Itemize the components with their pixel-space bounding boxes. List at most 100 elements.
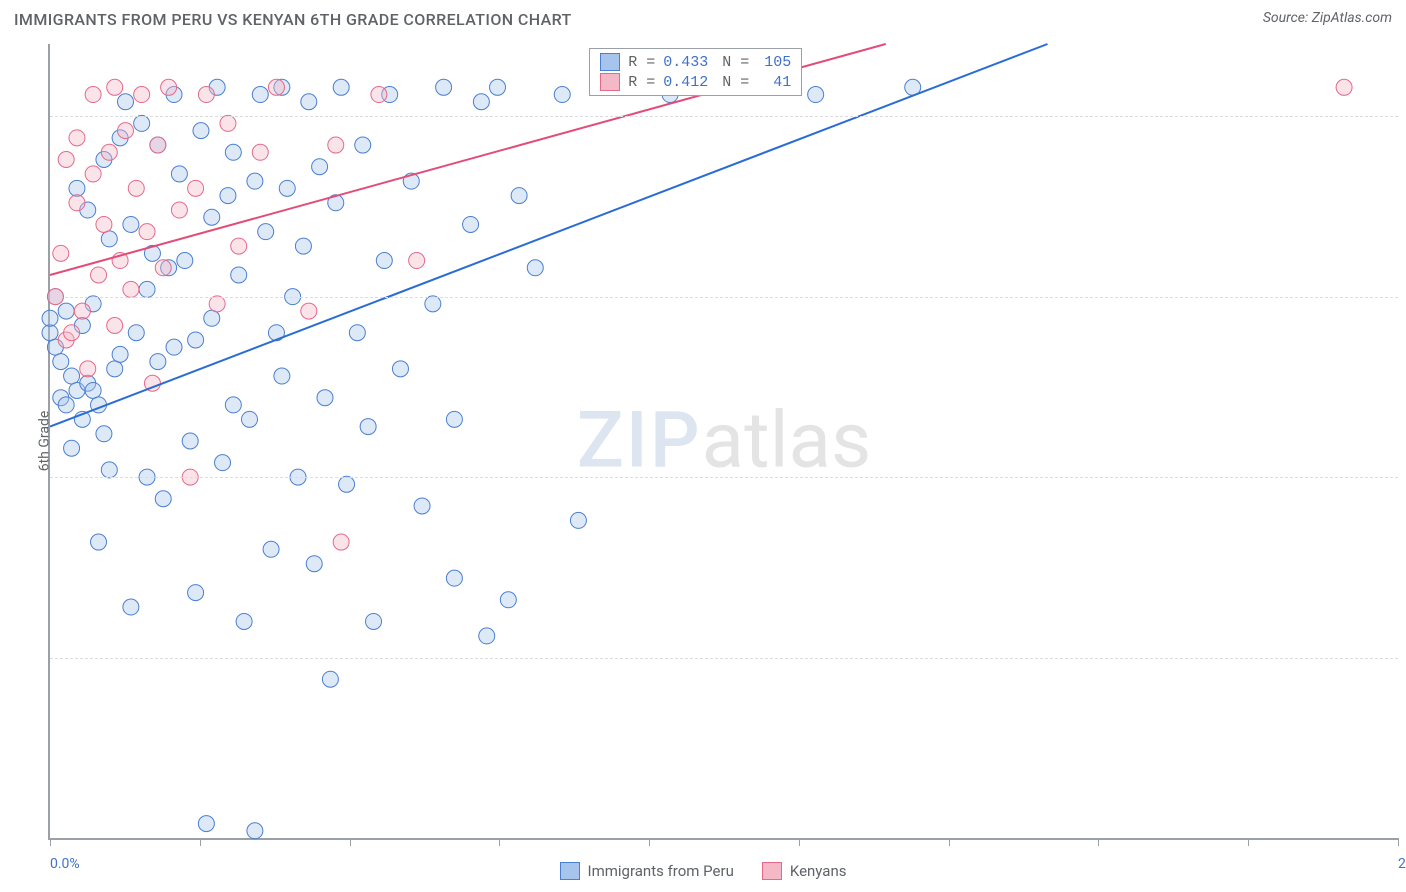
data-point [252, 87, 268, 103]
data-point [166, 339, 182, 355]
y-tick-label: 97.5% [1402, 305, 1406, 321]
data-point [134, 87, 150, 103]
data-point [123, 216, 139, 232]
x-tick [50, 838, 51, 846]
data-point [139, 224, 155, 240]
data-point [198, 816, 214, 832]
gridline [50, 477, 1398, 478]
data-point [328, 137, 344, 153]
data-point [306, 556, 322, 572]
data-point [188, 332, 204, 348]
bottom-legend: Immigrants from PeruKenyans [0, 862, 1406, 880]
data-point [1336, 79, 1352, 95]
data-point [339, 476, 355, 492]
data-point [446, 411, 462, 427]
data-point [171, 166, 187, 182]
data-point [53, 354, 69, 370]
x-tick [1248, 838, 1249, 846]
data-point [85, 87, 101, 103]
data-point [69, 180, 85, 196]
x-tick [499, 838, 500, 846]
data-point [198, 87, 214, 103]
data-point [42, 310, 58, 326]
legend-r-label: R = [628, 54, 655, 71]
data-point [204, 209, 220, 225]
data-point [371, 87, 387, 103]
data-point [64, 368, 80, 384]
data-point [409, 253, 425, 269]
data-point [80, 361, 96, 377]
data-point [252, 144, 268, 160]
data-point [312, 159, 328, 175]
data-point [123, 281, 139, 297]
data-point [446, 570, 462, 586]
legend-swatch [600, 53, 620, 71]
data-point [500, 592, 516, 608]
data-point [85, 382, 101, 398]
gridline [50, 116, 1398, 117]
correlation-legend: R =0.433N =105R =0.412N =41 [589, 48, 802, 96]
x-tick [1098, 838, 1099, 846]
data-point [225, 397, 241, 413]
data-point [69, 195, 85, 211]
data-point [96, 216, 112, 232]
legend-row: R =0.433N =105 [600, 53, 791, 71]
bottom-legend-item: Kenyans [762, 862, 847, 880]
data-point [58, 303, 74, 319]
data-point [225, 144, 241, 160]
data-point [479, 628, 495, 644]
data-point [128, 180, 144, 196]
data-point [376, 253, 392, 269]
data-point [366, 613, 382, 629]
data-point [155, 260, 171, 276]
data-point [123, 599, 139, 615]
data-point [258, 224, 274, 240]
data-point [392, 361, 408, 377]
x-tick [1398, 838, 1399, 846]
data-point [279, 180, 295, 196]
data-point [91, 267, 107, 283]
data-point [139, 281, 155, 297]
y-tick-label: 92.5% [1402, 666, 1406, 682]
data-point [333, 534, 349, 550]
data-point [64, 440, 80, 456]
data-point [74, 303, 90, 319]
data-point [64, 325, 80, 341]
data-point [463, 216, 479, 232]
data-point [360, 419, 376, 435]
gridline [50, 658, 1398, 659]
x-tick [200, 838, 201, 846]
data-point [188, 180, 204, 196]
legend-n-label: N = [722, 54, 749, 71]
data-point [101, 144, 117, 160]
data-point [117, 94, 133, 110]
data-point [58, 397, 74, 413]
legend-swatch [560, 862, 580, 880]
trend-line [50, 44, 1048, 427]
data-point [322, 671, 338, 687]
data-point [209, 296, 225, 312]
scatter-svg [50, 44, 1398, 838]
data-point [193, 123, 209, 139]
x-tick [949, 838, 950, 846]
data-point [101, 231, 117, 247]
chart-header: IMMIGRANTS FROM PERU VS KENYAN 6TH GRADE… [0, 0, 1406, 33]
data-point [155, 491, 171, 507]
data-point [107, 361, 123, 377]
gridline [50, 297, 1398, 298]
data-point [42, 325, 58, 341]
data-point [231, 267, 247, 283]
data-point [188, 585, 204, 601]
data-point [527, 260, 543, 276]
data-point [58, 151, 74, 167]
legend-n-value: 41 [757, 74, 791, 91]
data-point [274, 368, 290, 384]
data-point [570, 512, 586, 528]
data-point [171, 202, 187, 218]
data-point [511, 188, 527, 204]
data-point [85, 166, 101, 182]
data-point [333, 79, 349, 95]
data-point [490, 79, 506, 95]
data-point [150, 354, 166, 370]
data-point [96, 426, 112, 442]
